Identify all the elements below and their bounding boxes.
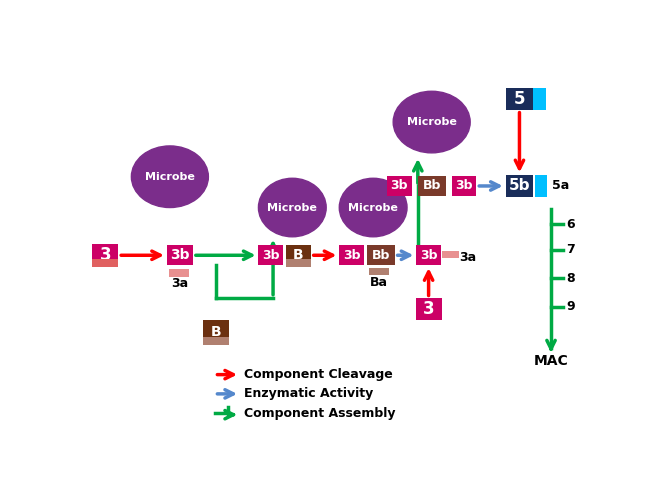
Text: 3: 3 — [100, 246, 111, 264]
Text: Microbe: Microbe — [145, 172, 195, 182]
Text: 3a: 3a — [171, 277, 188, 290]
FancyBboxPatch shape — [167, 246, 193, 265]
Ellipse shape — [339, 178, 407, 237]
Text: B: B — [211, 325, 221, 339]
Text: 5b: 5b — [508, 178, 530, 193]
FancyBboxPatch shape — [258, 246, 283, 265]
Text: 3b: 3b — [390, 180, 408, 192]
Text: Component Cleavage: Component Cleavage — [244, 368, 392, 381]
FancyBboxPatch shape — [369, 269, 388, 275]
Text: 3b: 3b — [343, 249, 360, 262]
Text: MAC: MAC — [533, 354, 568, 368]
Text: Microbe: Microbe — [407, 117, 457, 127]
Text: 8: 8 — [566, 272, 575, 285]
Ellipse shape — [131, 146, 209, 208]
Text: 7: 7 — [566, 244, 575, 256]
FancyBboxPatch shape — [203, 337, 229, 345]
Text: 5: 5 — [514, 90, 525, 108]
Text: Microbe: Microbe — [268, 202, 318, 213]
Text: B: B — [293, 248, 304, 262]
Text: 3b: 3b — [262, 249, 279, 262]
FancyBboxPatch shape — [533, 88, 546, 110]
FancyBboxPatch shape — [415, 299, 441, 320]
Text: 9: 9 — [566, 300, 575, 313]
FancyBboxPatch shape — [418, 176, 445, 196]
FancyBboxPatch shape — [286, 246, 311, 265]
Text: 3b: 3b — [170, 248, 190, 262]
FancyBboxPatch shape — [417, 246, 441, 265]
Ellipse shape — [393, 91, 470, 153]
Text: Microbe: Microbe — [348, 202, 398, 213]
FancyBboxPatch shape — [442, 250, 459, 258]
Text: 3b: 3b — [420, 249, 438, 262]
FancyBboxPatch shape — [506, 88, 533, 110]
Text: Bb: Bb — [372, 249, 390, 262]
FancyBboxPatch shape — [367, 246, 395, 265]
FancyBboxPatch shape — [92, 244, 118, 267]
FancyBboxPatch shape — [387, 176, 412, 196]
Text: Bb: Bb — [422, 180, 441, 192]
FancyBboxPatch shape — [535, 175, 547, 197]
FancyBboxPatch shape — [286, 259, 311, 267]
FancyBboxPatch shape — [506, 175, 533, 197]
Text: Enzymatic Activity: Enzymatic Activity — [244, 387, 373, 400]
Text: 6: 6 — [566, 218, 575, 231]
Text: Component Assembly: Component Assembly — [244, 407, 396, 420]
Text: 3: 3 — [422, 300, 434, 318]
FancyBboxPatch shape — [452, 176, 476, 196]
Text: 3a: 3a — [459, 251, 476, 264]
FancyBboxPatch shape — [92, 259, 118, 267]
Ellipse shape — [258, 178, 326, 237]
FancyBboxPatch shape — [339, 246, 364, 265]
Text: Ba: Ba — [369, 276, 388, 289]
FancyBboxPatch shape — [203, 320, 229, 345]
Text: 3b: 3b — [455, 180, 473, 192]
FancyBboxPatch shape — [169, 269, 189, 277]
Text: 5a: 5a — [552, 180, 569, 192]
